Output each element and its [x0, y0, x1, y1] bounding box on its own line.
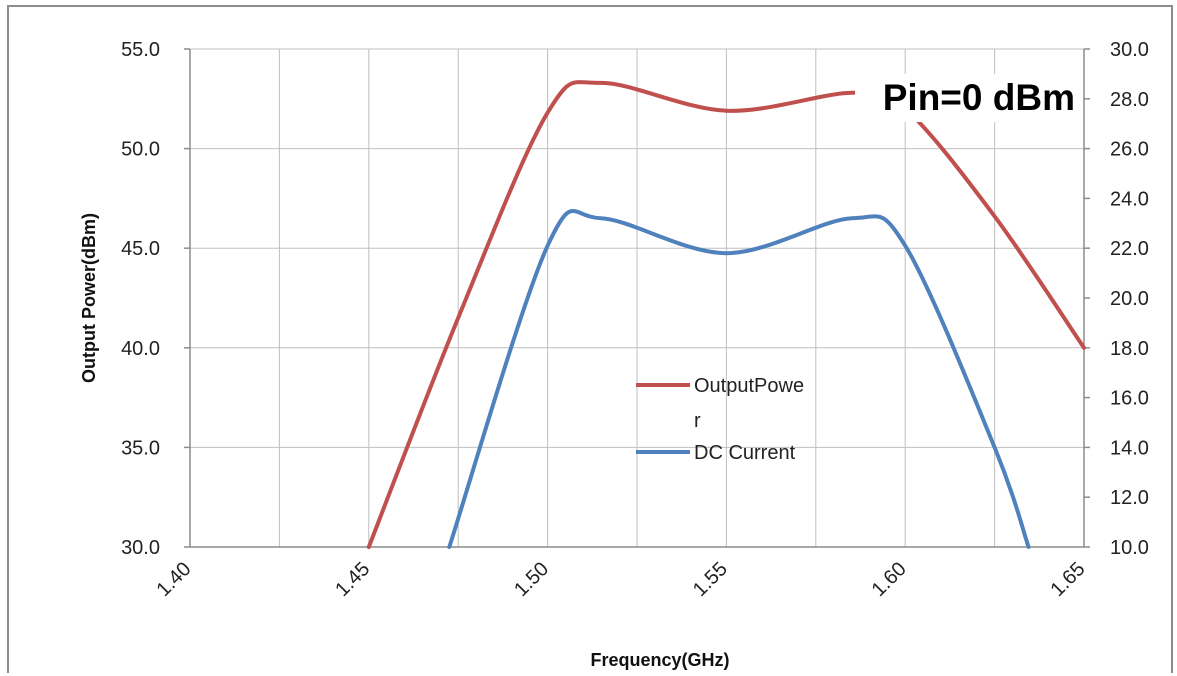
series-line-outputpower	[366, 80, 1086, 549]
y-right-tick-label: 10.0	[1110, 537, 1149, 559]
y-left-tick-label: 40.0	[121, 338, 160, 360]
legend-label-output-power-line2: r	[694, 410, 701, 432]
x-axis-title: Frequency(GHz)	[590, 650, 729, 670]
y-right-tick-label: 14.0	[1110, 437, 1149, 459]
legend-label-output-power-line1: OutputPowe	[694, 375, 804, 397]
annotation-background	[855, 74, 1079, 122]
y-left-tick-label: 55.0	[121, 39, 160, 61]
y-left-tick-label: 35.0	[121, 437, 160, 459]
y-right-tick-label: 18.0	[1110, 338, 1149, 360]
y-right-tick-label: 30.0	[1110, 39, 1149, 61]
x-tick-label: 1.60	[868, 558, 911, 601]
annotation-label: Pin=0 dBm	[883, 77, 1075, 118]
y-right-tick-label: 16.0	[1110, 388, 1149, 410]
y-axis-title: Output Power(dBm)	[79, 213, 99, 383]
y-right-tick-label: 24.0	[1110, 188, 1149, 210]
series-layer	[366, 80, 1086, 549]
series-line-dc-current	[447, 209, 1031, 549]
legend: OutputPowe r DC Current	[636, 375, 804, 464]
gridlines	[184, 48, 1090, 548]
legend-label-dc-current: DC Current	[694, 442, 796, 464]
x-tick-label: 1.45	[331, 558, 374, 601]
y-left-tick-label: 50.0	[121, 139, 160, 161]
x-tick-label: 1.40	[152, 558, 195, 601]
y-right-tick-label: 22.0	[1110, 238, 1149, 260]
chart-frame	[7, 5, 1173, 673]
y-right-tick-label: 12.0	[1110, 487, 1149, 509]
y-right-tick-label: 20.0	[1110, 288, 1149, 310]
y-right-tick-label: 28.0	[1110, 89, 1149, 111]
y-left-tick-label: 45.0	[121, 238, 160, 260]
x-tick-label: 1.55	[689, 558, 732, 601]
y-left-tick-label: 30.0	[121, 537, 160, 559]
y-right-tick-label: 26.0	[1110, 139, 1149, 161]
x-tick-label: 1.50	[510, 558, 553, 601]
x-tick-label: 1.65	[1046, 558, 1089, 601]
